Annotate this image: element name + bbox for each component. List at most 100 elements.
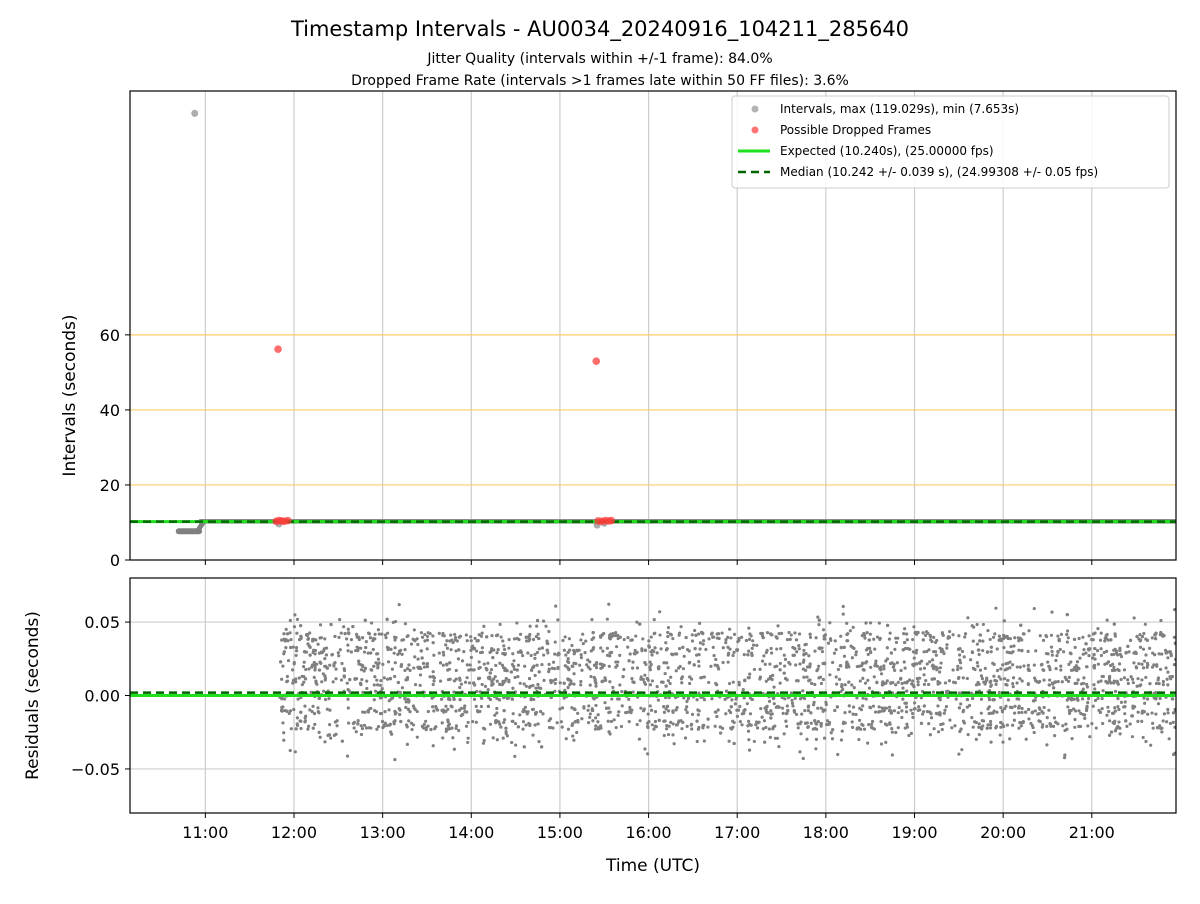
residual-point — [362, 669, 366, 673]
residual-point — [1018, 665, 1022, 669]
residual-point — [594, 716, 598, 720]
residual-point — [366, 710, 371, 714]
residual-point — [437, 651, 441, 655]
residual-point — [863, 661, 868, 665]
residual-point — [816, 706, 820, 710]
residual-point — [1064, 722, 1068, 726]
residual-point — [1011, 650, 1015, 654]
residual-point — [888, 722, 892, 726]
residual-point — [1052, 686, 1056, 690]
residual-point — [688, 675, 692, 679]
residual-point — [666, 732, 671, 737]
residual-point — [294, 653, 298, 658]
residual-point — [494, 663, 498, 668]
residual-point — [303, 677, 308, 681]
residual-point — [1073, 645, 1077, 650]
residual-point — [860, 722, 864, 726]
residual-point — [495, 679, 499, 683]
residual-point — [323, 657, 327, 661]
residual-point — [348, 678, 352, 682]
residual-point — [671, 722, 675, 726]
residual-point — [425, 638, 430, 642]
residual-point — [360, 727, 365, 731]
residual-point — [812, 700, 816, 704]
residual-point — [875, 680, 879, 685]
residual-point — [599, 646, 603, 650]
residual-point — [981, 648, 985, 653]
residual-point — [925, 649, 929, 654]
residual-point — [1142, 659, 1147, 663]
residual-point — [804, 642, 808, 646]
residual-point — [580, 717, 584, 721]
residual-point — [576, 711, 580, 715]
residual-point — [877, 710, 881, 714]
residual-point — [599, 666, 603, 670]
residual-point — [528, 632, 532, 637]
residual-point — [869, 665, 873, 669]
residual-point — [693, 628, 697, 633]
residual-point — [927, 648, 931, 652]
residual-point — [902, 660, 906, 664]
residual-point — [643, 682, 648, 686]
residual-point — [884, 659, 888, 663]
residual-point — [727, 739, 731, 743]
residual-point — [802, 675, 806, 679]
residual-point — [903, 627, 907, 631]
residual-point — [407, 719, 411, 723]
residual-point — [501, 666, 506, 670]
residual-point — [279, 709, 284, 713]
residual-point — [986, 628, 990, 633]
residual-point — [1086, 701, 1090, 705]
residual-point — [516, 663, 520, 667]
residual-point — [591, 631, 595, 635]
residual-point — [434, 725, 438, 729]
residual-point — [281, 664, 285, 668]
residual-point — [650, 723, 654, 727]
residual-point — [291, 681, 295, 685]
residual-point — [1001, 663, 1005, 667]
residual-point — [1117, 707, 1121, 712]
residual-point — [747, 738, 751, 742]
residual-point — [360, 677, 364, 682]
residual-point — [1004, 662, 1008, 666]
residual-point — [288, 709, 293, 713]
residual-point — [664, 707, 668, 711]
residual-point — [332, 662, 336, 666]
residual-point — [714, 710, 718, 714]
residual-point — [840, 684, 844, 689]
residual-point — [1074, 664, 1078, 668]
residual-point — [284, 627, 288, 631]
residual-point — [858, 679, 862, 683]
residual-point — [894, 683, 898, 687]
residual-point — [735, 714, 739, 718]
residual-point — [666, 679, 670, 683]
residual-point — [665, 724, 669, 728]
residual-point — [991, 635, 996, 639]
residual-point — [331, 680, 335, 684]
residual-point — [452, 747, 456, 751]
residual-point — [948, 718, 952, 722]
residual-point — [797, 647, 801, 651]
residuals-ytick-label-0: 0.05 — [84, 613, 120, 632]
residual-point — [921, 712, 925, 716]
residual-point — [775, 636, 779, 640]
residual-point — [1145, 697, 1150, 701]
residual-point — [1118, 726, 1122, 730]
residual-point — [1116, 704, 1120, 709]
residual-point — [400, 652, 404, 656]
residual-point — [534, 635, 538, 639]
residual-point — [485, 668, 489, 672]
residual-point — [674, 723, 679, 727]
residual-point — [785, 704, 789, 708]
residual-point — [317, 730, 321, 735]
residual-point — [729, 705, 733, 709]
residual-point — [495, 651, 499, 655]
residual-point — [439, 697, 444, 701]
residual-point — [632, 651, 636, 656]
residual-point — [562, 648, 566, 652]
residual-point — [594, 662, 598, 666]
residual-point — [1048, 668, 1052, 672]
residual-point — [829, 638, 833, 642]
residual-point — [678, 664, 682, 669]
residual-point — [900, 709, 904, 713]
